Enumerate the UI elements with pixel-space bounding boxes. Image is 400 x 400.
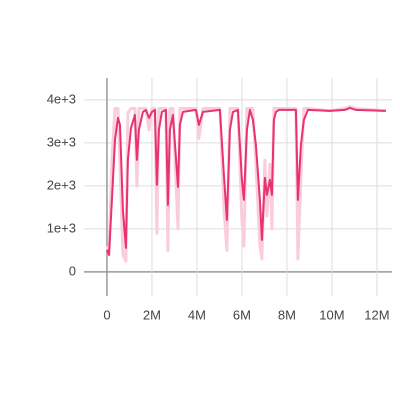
y-tick-label: 4e+3 <box>47 91 76 106</box>
y-tick-label: 2e+3 <box>47 177 76 192</box>
x-tick-label: 0 <box>103 307 110 322</box>
x-tick-label: 2M <box>143 307 161 322</box>
series-line <box>105 106 386 256</box>
y-tick-label: 1e+3 <box>47 220 76 235</box>
x-tick-label: 12M <box>364 307 389 322</box>
x-tick-label: 8M <box>278 307 296 322</box>
x-tick-label: 10M <box>319 307 344 322</box>
x-tick-label: 4M <box>188 307 206 322</box>
y-tick-label: 3e+3 <box>47 134 76 149</box>
x-tick-label: 6M <box>233 307 251 322</box>
y-tick-label: 0 <box>69 263 76 278</box>
